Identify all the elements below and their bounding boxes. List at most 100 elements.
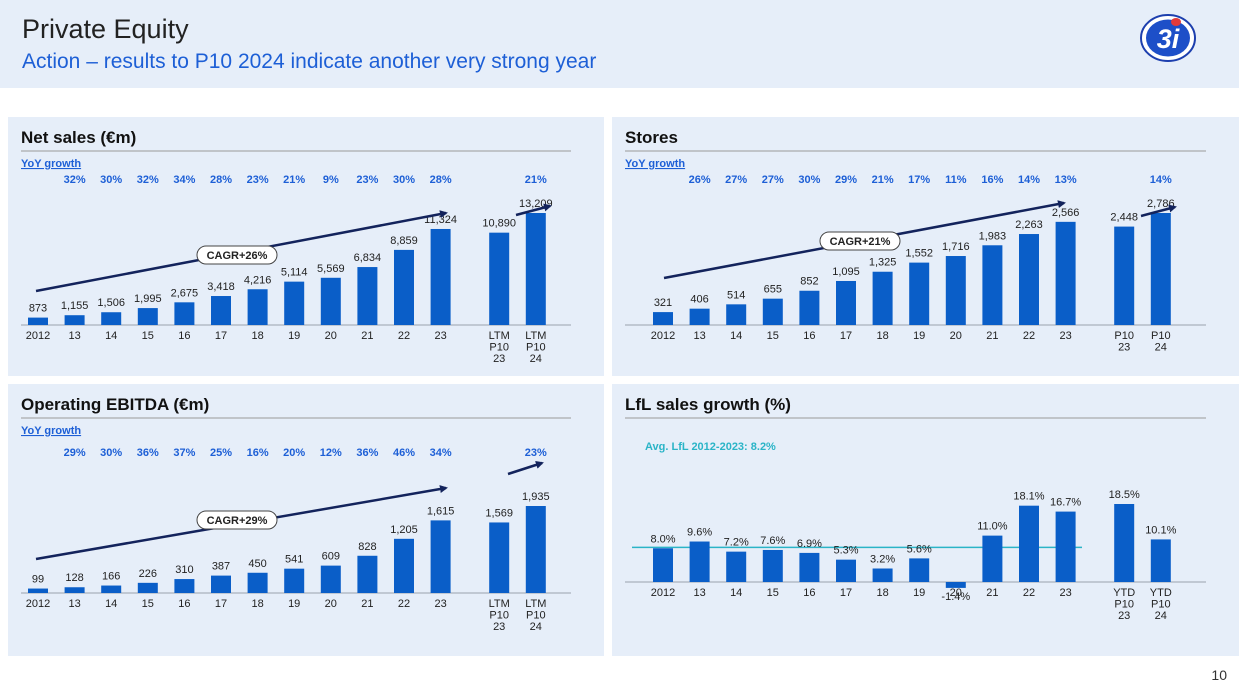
growth-value: 14% bbox=[1150, 174, 1172, 186]
growth-value: 30% bbox=[798, 174, 820, 186]
data-label: 387 bbox=[212, 561, 230, 573]
tick-label: 17 bbox=[840, 587, 852, 599]
growth-value: 34% bbox=[430, 447, 452, 459]
tick-label: 16 bbox=[803, 330, 815, 342]
bar bbox=[762, 549, 783, 582]
data-label: 852 bbox=[800, 276, 818, 288]
bar bbox=[762, 298, 783, 325]
tick-label: 15 bbox=[767, 587, 779, 599]
chart-title: Net sales (€m) bbox=[21, 128, 136, 147]
growth-value: 21% bbox=[283, 174, 305, 186]
growth-value: 28% bbox=[210, 174, 232, 186]
bar bbox=[284, 568, 305, 593]
data-label: 7.2% bbox=[724, 537, 749, 549]
tick-label: 18 bbox=[251, 598, 263, 610]
chart-title: Operating EBITDA (€m) bbox=[21, 395, 209, 414]
tick-label: 22 bbox=[398, 598, 410, 610]
tick-label: 24 bbox=[1155, 610, 1167, 622]
bar bbox=[945, 582, 966, 588]
tick-label: 16 bbox=[178, 330, 190, 342]
bar bbox=[982, 535, 1003, 582]
tick-label: 17 bbox=[215, 330, 227, 342]
tick-label: 2012 bbox=[651, 330, 675, 342]
bar bbox=[653, 548, 673, 582]
growth-value: 30% bbox=[100, 447, 122, 459]
data-label: 18.1% bbox=[1013, 491, 1044, 503]
bar bbox=[1114, 504, 1135, 582]
bar bbox=[211, 575, 231, 593]
tick-label: 2012 bbox=[26, 598, 50, 610]
3i-logo-icon: 3i bbox=[1140, 14, 1196, 62]
cagr-badge bbox=[196, 245, 278, 265]
data-label: 1,205 bbox=[390, 524, 418, 536]
data-label: 1,506 bbox=[97, 297, 125, 309]
bar bbox=[909, 262, 930, 325]
bar bbox=[357, 555, 378, 593]
tick-label: 20 bbox=[950, 587, 962, 599]
tick-label: 24 bbox=[530, 621, 542, 633]
data-label: 8,859 bbox=[390, 235, 418, 247]
panel-ebitda: Operating EBITDA (€m) YoY growth 29% 30% 36%… bbox=[8, 384, 604, 656]
data-label: 3.2% bbox=[870, 554, 895, 566]
data-label: 99 bbox=[32, 574, 44, 586]
data-label: 4,216 bbox=[244, 274, 272, 286]
tick-label: 16 bbox=[803, 587, 815, 599]
tick-label: 2012 bbox=[26, 330, 50, 342]
ltm-trend-arrow bbox=[507, 461, 544, 476]
bar bbox=[357, 267, 378, 325]
growth-value: 14% bbox=[1018, 174, 1040, 186]
growth-value: 21% bbox=[525, 174, 547, 186]
bar bbox=[1055, 511, 1076, 582]
bar bbox=[525, 213, 546, 325]
tick-label: 24 bbox=[1155, 342, 1167, 354]
bar bbox=[799, 552, 820, 582]
data-label: 1,325 bbox=[869, 257, 897, 269]
cagr-label: CAGR+21% bbox=[830, 236, 891, 248]
tick-label: LTM bbox=[489, 330, 510, 342]
yoy-growth-label: YoY growth bbox=[21, 158, 81, 170]
tick-label: 20 bbox=[950, 330, 962, 342]
tick-label: YTD bbox=[1150, 587, 1172, 599]
growth-value: 27% bbox=[725, 174, 747, 186]
data-label: 11.0% bbox=[977, 521, 1008, 533]
tick-label: 17 bbox=[840, 330, 852, 342]
bar bbox=[320, 277, 341, 325]
avg-lfl-label: Avg. LfL 2012-2023: 8.2% bbox=[645, 441, 776, 453]
bar bbox=[137, 582, 158, 593]
bar bbox=[101, 585, 122, 593]
bar bbox=[28, 317, 48, 325]
bar bbox=[872, 568, 893, 582]
growth-value: 34% bbox=[173, 174, 195, 186]
bar bbox=[525, 506, 546, 593]
tick-label: 15 bbox=[767, 330, 779, 342]
bar bbox=[872, 271, 893, 325]
data-label: 7.6% bbox=[760, 535, 785, 547]
tick-label: 19 bbox=[288, 598, 300, 610]
bar bbox=[689, 308, 710, 325]
bar bbox=[394, 249, 414, 325]
tick-label: P10 bbox=[1151, 599, 1171, 611]
tick-label: P10 bbox=[526, 610, 546, 622]
growth-value: 21% bbox=[872, 174, 894, 186]
bar bbox=[1055, 221, 1076, 325]
data-label: 1,716 bbox=[942, 241, 970, 253]
growth-value: 23% bbox=[356, 174, 378, 186]
growth-value: 25% bbox=[210, 447, 232, 459]
growth-value: 11% bbox=[945, 174, 967, 186]
bar bbox=[1150, 539, 1171, 582]
tick-label: 15 bbox=[142, 330, 154, 342]
growth-value: 32% bbox=[64, 174, 86, 186]
tick-label: LTM bbox=[525, 330, 546, 342]
tick-label: 23 bbox=[434, 330, 446, 342]
data-label: 828 bbox=[358, 541, 376, 553]
growth-value: 29% bbox=[64, 447, 86, 459]
tick-label: P10 bbox=[1114, 330, 1134, 342]
growth-value: 30% bbox=[393, 174, 415, 186]
bar bbox=[284, 281, 305, 325]
bar bbox=[430, 520, 451, 593]
data-label: 128 bbox=[65, 572, 83, 584]
bar bbox=[653, 312, 673, 325]
data-label: 609 bbox=[322, 551, 340, 563]
data-label: 166 bbox=[102, 571, 120, 583]
tick-label: P10 bbox=[1114, 599, 1134, 611]
